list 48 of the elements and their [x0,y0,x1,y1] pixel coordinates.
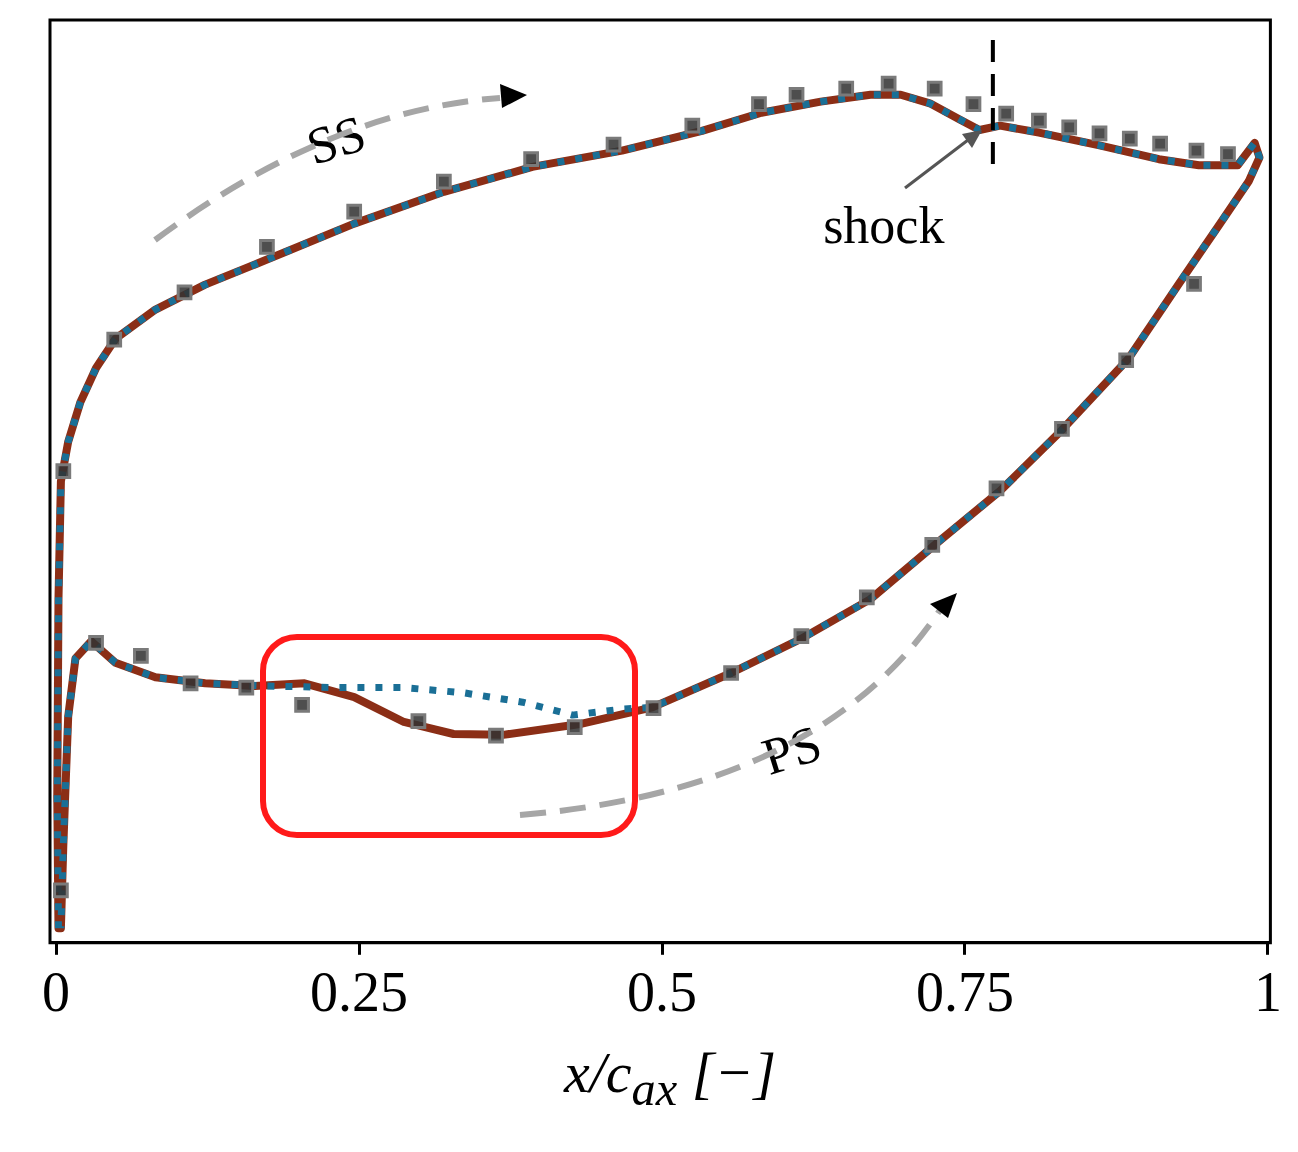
point [53,882,69,899]
point [55,463,72,479]
annotation: shock [823,197,945,255]
point [838,80,855,97]
point [436,173,452,190]
point [605,136,622,153]
point [410,713,427,729]
point [1188,142,1205,159]
point [926,80,943,97]
point [1121,130,1138,147]
x-tick-label: 0 [42,961,71,1024]
point [965,96,982,113]
x-tick-label: 0.25 [310,961,409,1024]
point [88,635,104,651]
x-tick-label: 0.5 [627,961,698,1024]
point [684,117,701,134]
point [176,284,193,301]
x-axis-title: x/c$_{ax}$ [−] [562,1039,777,1117]
point [1031,112,1047,129]
point [988,480,1005,497]
point [133,647,149,664]
point [645,700,662,717]
point [1118,352,1135,369]
point [1061,119,1078,136]
point [566,719,583,735]
point [523,151,539,168]
point [238,679,255,696]
point [880,75,897,92]
point [751,96,767,113]
point [488,727,504,744]
point [793,628,810,644]
point [294,696,310,713]
point [998,105,1015,122]
point [723,665,739,681]
point [182,675,199,692]
point [858,589,875,606]
point [1220,146,1236,162]
point [1186,275,1202,292]
x-tick-label: 0.75 [915,961,1014,1024]
point [346,203,363,220]
point [1152,135,1168,152]
point [1054,421,1070,437]
point [259,238,275,255]
point [924,537,941,553]
point [788,86,805,103]
point [1091,125,1108,142]
point [106,331,123,348]
x-tick-label: 1 [1253,961,1282,1024]
